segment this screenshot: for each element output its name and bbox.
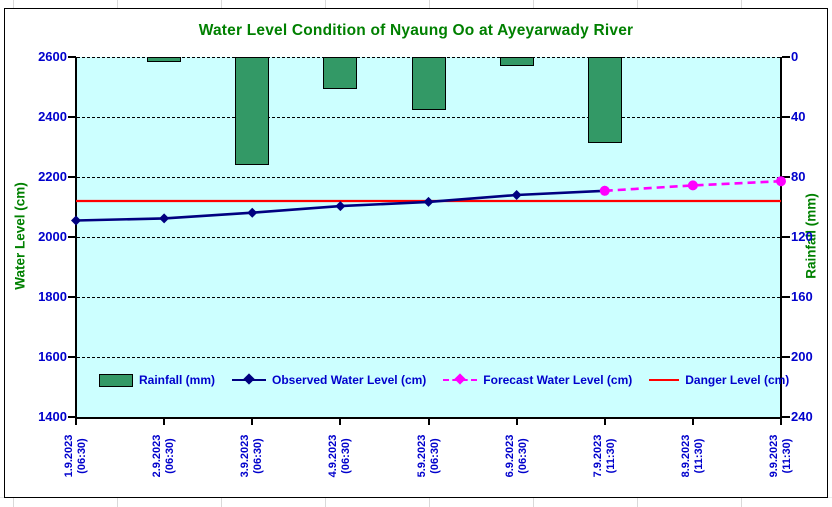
x-axis-label-line: (11:30): [692, 438, 705, 474]
x-axis-label-line: 8.9.2023: [679, 434, 692, 478]
x-axis-label: 9.9.2023 (11:30): [768, 435, 794, 478]
spreadsheet-cells-top: [0, 0, 832, 9]
x-axis-label-line: (06:30): [428, 438, 441, 474]
x-axis-label-line: 3.9.2023: [239, 434, 252, 478]
x-axis-label: 5.9.2023 (06:30): [416, 435, 442, 478]
x-axis-label: 8.9.2023 (11:30): [680, 435, 706, 478]
gridline: [77, 297, 780, 298]
gridline: [77, 117, 780, 118]
rainfall-bar: [235, 57, 270, 165]
x-axis-label-line: 1.9.2023: [63, 434, 75, 478]
left-axis-tick-label: 2000: [38, 229, 67, 244]
chart-title: Water Level Condition of Nyaung Oo at Ay…: [198, 22, 634, 39]
gridline: [77, 177, 780, 178]
legend-item-observed: Observed Water Level (cm): [232, 373, 426, 387]
rainfall-bar: [499, 57, 534, 66]
right-axis-tick: [782, 356, 790, 358]
x-axis-tick: [427, 419, 430, 425]
chart-canvas[interactable]: Water Level Condition of Nyaung Oo at Ay…: [4, 8, 828, 498]
rainfall-bar: [323, 57, 358, 89]
x-axis-tick: [515, 419, 518, 425]
x-axis-label-line: 2.9.2023: [151, 434, 164, 478]
left-axis-tick-label: 2600: [38, 49, 67, 64]
rainfall-bar: [147, 57, 182, 62]
forecast-swatch: [443, 373, 478, 385]
x-axis-label: 4.9.2023 (06:30): [327, 435, 353, 478]
left-axis-tick-label: 1800: [38, 289, 67, 304]
right-axis-tick-label: 160: [791, 289, 813, 304]
rainfall-bar: [411, 57, 446, 110]
right-axis-tick: [782, 296, 790, 298]
x-axis-label-line: (11:30): [604, 438, 617, 474]
x-axis-label: 6.9.2023 (06:30): [504, 435, 530, 478]
left-axis-tick-label: 1600: [38, 349, 67, 364]
legend-item-danger: Danger Level (cm): [649, 373, 789, 387]
left-axis-tick: [68, 416, 76, 418]
x-axis-label-line: (06:30): [252, 438, 265, 474]
legend-item-rainfall: Rainfall (mm): [99, 373, 215, 387]
legend-label-danger: Danger Level (cm): [685, 373, 790, 387]
x-axis-tick: [780, 419, 782, 425]
legend-label-observed: Observed Water Level (cm): [272, 373, 427, 387]
left-axis-tick: [68, 116, 76, 118]
rainfall-swatch: [99, 373, 133, 387]
x-axis-label-line: 7.9.2023: [591, 434, 604, 478]
x-axis-label: 3.9.2023 (06:30): [239, 435, 265, 478]
x-axis-label-line: 5.9.2023: [415, 434, 428, 478]
gridline: [77, 237, 780, 238]
x-axis-tick: [339, 419, 342, 425]
right-axis-tick: [782, 416, 790, 418]
x-axis-label-line: (06:30): [76, 438, 88, 474]
right-axis-tick: [782, 116, 790, 118]
x-axis-tick: [163, 419, 166, 425]
x-axis-tick: [691, 419, 694, 425]
x-axis-label-line: 4.9.2023: [327, 434, 340, 478]
left-axis-tick-label: 2200: [38, 169, 67, 184]
x-axis-label-line: (11:30): [781, 438, 793, 474]
x-axis-label-line: 6.9.2023: [503, 434, 516, 478]
legend-label-rainfall: Rainfall (mm): [139, 373, 216, 387]
left-axis-line: [75, 57, 77, 419]
x-axis-tick: [75, 419, 77, 425]
left-axis-tick-label: 2400: [38, 109, 67, 124]
left-axis-tick-label: 1400: [38, 409, 67, 424]
x-axis-line: [75, 417, 782, 419]
left-axis-tick: [68, 176, 76, 178]
x-axis-label-line: (06:30): [340, 438, 353, 474]
right-axis-tick-label: 0: [791, 49, 799, 64]
x-axis-label: 1.9.2023 (06:30): [63, 435, 89, 478]
x-axis-label-line: (06:30): [164, 438, 177, 474]
gridline: [77, 357, 780, 358]
danger-swatch: [649, 379, 680, 381]
forecast-marker-icon: [454, 373, 466, 385]
x-axis-tick: [251, 419, 254, 425]
legend-label-forecast: Forecast Water Level (cm): [483, 373, 633, 387]
x-axis-label: 2.9.2023 (06:30): [151, 435, 177, 478]
right-axis-tick: [782, 176, 790, 178]
right-axis-tick-label: 40: [791, 109, 806, 124]
x-axis-label-line: 9.9.2023: [768, 434, 780, 478]
rainfall-bar: [587, 57, 622, 143]
right-axis-tick-label: 200: [791, 349, 813, 364]
right-axis-tick-label: 80: [791, 169, 806, 184]
x-axis-tick: [603, 419, 606, 425]
left-axis-tick: [68, 296, 76, 298]
observed-marker-icon: [243, 373, 255, 385]
observed-swatch: [232, 373, 267, 385]
left-axis-tick: [68, 56, 76, 58]
x-axis-label-line: (06:30): [516, 438, 529, 474]
legend-item-forecast: Forecast Water Level (cm): [443, 373, 632, 387]
right-axis-line: [780, 57, 782, 419]
legend: Rainfall (mm) Observed Water Level (cm) …: [99, 367, 789, 393]
right-axis-tick: [782, 236, 790, 238]
left-axis-tick: [68, 356, 76, 358]
left-axis-tick: [68, 236, 76, 238]
right-axis-tick: [782, 56, 790, 58]
right-axis-tick-label: 120: [791, 229, 813, 244]
right-axis-tick-label: 240: [791, 409, 813, 424]
x-axis-label: 7.9.2023 (11:30): [592, 435, 618, 478]
